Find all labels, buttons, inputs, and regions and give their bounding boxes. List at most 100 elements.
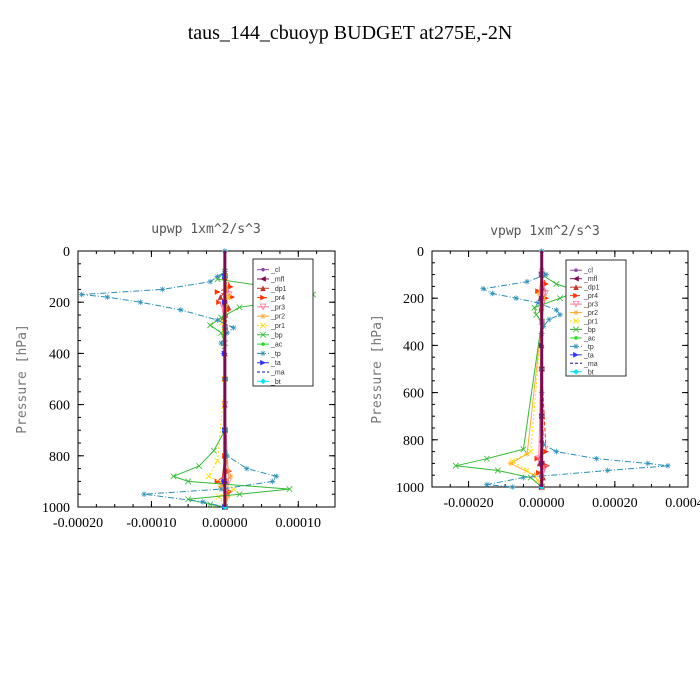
legend-label: _ma xyxy=(583,361,598,368)
data-point xyxy=(215,493,223,500)
legend-marker xyxy=(261,342,265,346)
y-tick-label: 800 xyxy=(49,450,70,465)
legend-label: _bt xyxy=(583,369,594,376)
legend-marker xyxy=(574,336,578,340)
legend-label: _cl xyxy=(583,268,593,275)
y-tick-label: 1000 xyxy=(42,501,70,516)
data-point xyxy=(553,448,560,455)
data-point xyxy=(178,307,184,313)
legend-label: _ma xyxy=(270,370,285,377)
data-point xyxy=(541,464,549,472)
data-point xyxy=(224,330,230,336)
data-point xyxy=(553,280,560,288)
legend-marker xyxy=(260,378,266,385)
legend-label: _pr3 xyxy=(583,302,598,309)
x-tick-label: -0.00020 xyxy=(53,516,103,531)
data-point xyxy=(520,446,527,453)
data-point xyxy=(593,455,600,462)
data-point xyxy=(141,491,147,497)
series-line xyxy=(481,251,668,488)
data-point xyxy=(236,491,243,498)
data-point xyxy=(527,448,534,455)
series-line xyxy=(455,274,580,488)
data-point xyxy=(531,472,538,478)
data-point xyxy=(210,447,217,454)
data-point xyxy=(494,467,501,474)
data-point xyxy=(200,499,206,505)
legend-label: _pr4 xyxy=(270,295,285,302)
legend-label: _dp1 xyxy=(583,285,600,292)
data-point xyxy=(207,278,213,285)
y-tick-label: 600 xyxy=(403,387,424,402)
y-tick-label: 200 xyxy=(49,296,70,311)
y-tick-label: 0 xyxy=(417,245,424,260)
legend-label: _pr3 xyxy=(270,304,285,311)
legend-label: _pr2 xyxy=(270,314,285,321)
legend-label: _ac xyxy=(583,335,596,342)
data-point xyxy=(230,325,237,331)
legend-label: _bp xyxy=(583,327,596,334)
chart-panel-2: vpwp 1xm^2/s^3 Pressure [hPa] 0 200 400 600 80… xyxy=(370,224,700,511)
data-point xyxy=(224,493,231,500)
series-pr1 xyxy=(205,273,237,511)
legend-marker xyxy=(260,359,266,366)
data-point xyxy=(535,455,543,463)
data-point xyxy=(104,294,111,300)
data-point xyxy=(509,457,516,465)
legend-marker xyxy=(573,284,579,290)
legend-label: _mfl xyxy=(583,276,598,283)
data-point xyxy=(535,290,542,297)
legend-label: _ta xyxy=(270,360,281,367)
y-axis-title: Pressure [hPa] xyxy=(15,324,30,434)
data-point xyxy=(540,441,547,448)
data-point xyxy=(170,473,177,480)
data-point xyxy=(535,300,541,306)
legend-label: _dp1 xyxy=(270,286,287,293)
data-point xyxy=(540,323,547,330)
data-point xyxy=(207,501,214,508)
data-point xyxy=(217,483,224,490)
data-point xyxy=(489,290,496,297)
data-point xyxy=(557,311,563,318)
x-tick-label: 0.00000 xyxy=(202,516,248,531)
legend-marker xyxy=(573,275,579,282)
data-point xyxy=(214,317,221,323)
legend-marker xyxy=(260,276,266,282)
legend-marker xyxy=(573,352,579,358)
data-point xyxy=(269,478,276,485)
data-point xyxy=(535,288,541,294)
data-point xyxy=(205,473,212,480)
data-point xyxy=(604,467,611,474)
plot-frame xyxy=(431,250,689,488)
legend-marker xyxy=(572,300,580,308)
legend-marker xyxy=(259,303,267,311)
data-point xyxy=(543,448,549,455)
data-point xyxy=(185,496,192,503)
data-point xyxy=(543,271,549,278)
data-point xyxy=(273,473,280,480)
x-tick-label: 0.00000 xyxy=(519,496,565,511)
legend-marker xyxy=(573,309,579,316)
legend-label: _pr2 xyxy=(583,310,598,317)
data-point xyxy=(224,453,230,459)
data-point xyxy=(207,322,214,329)
data-point xyxy=(644,460,651,467)
data-point xyxy=(218,314,225,321)
y-tick-label: 800 xyxy=(403,434,424,449)
x-tick-label: -0.00020 xyxy=(443,496,493,511)
data-point xyxy=(218,340,224,346)
legend-label: _cl xyxy=(270,267,280,274)
data-point xyxy=(214,457,221,465)
series-bp xyxy=(452,271,582,491)
x-tick-label: 0.00040 xyxy=(665,496,700,511)
legend-label: _pr1 xyxy=(583,319,598,326)
data-point xyxy=(137,299,144,305)
data-point xyxy=(225,293,232,301)
legend-marker xyxy=(261,267,265,272)
data-point xyxy=(520,474,527,481)
y-axis-title: Pressure [hPa] xyxy=(370,314,385,424)
data-point xyxy=(543,281,549,287)
legend-marker xyxy=(260,350,266,357)
data-point xyxy=(286,485,293,493)
legend-marker xyxy=(572,317,580,325)
